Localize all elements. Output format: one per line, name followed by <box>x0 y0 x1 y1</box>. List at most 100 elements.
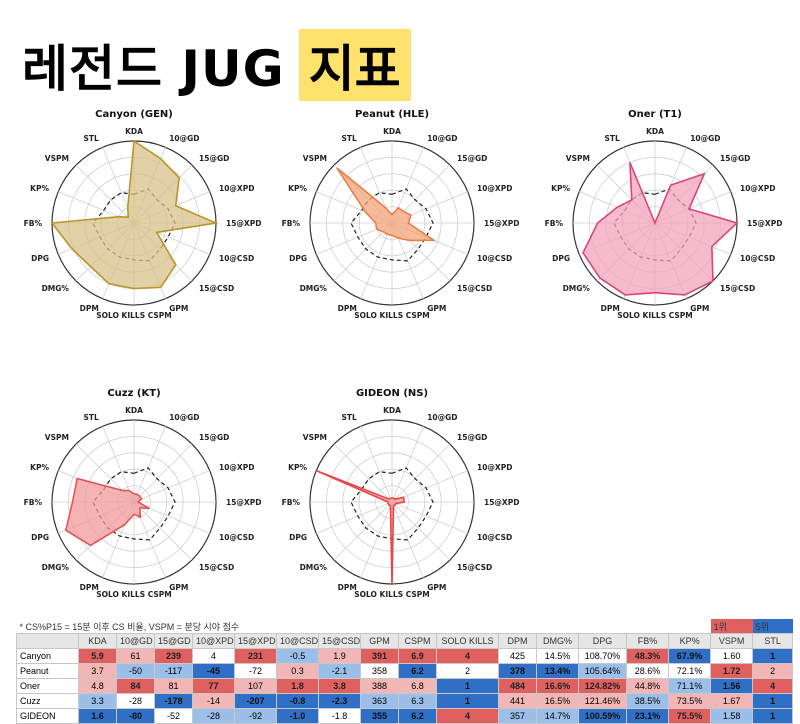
radar-chart-title: GIDEON (NS) <box>356 388 428 399</box>
stat-cell: 1 <box>752 693 794 709</box>
table-header-row: KDA 10@GD 15@GD 10@XPD 15@XPD 10@CSD 15@CSD GPM… <box>16 633 794 649</box>
radar-axis-label: 15@GD <box>720 154 750 163</box>
radar-spoke <box>75 164 135 224</box>
stat-cell: -178 <box>154 693 193 709</box>
radar-axis-label: VSPM <box>45 154 69 163</box>
radar-axis-label: KDA <box>125 406 143 415</box>
stat-cell: 5.9 <box>78 648 117 664</box>
radar-charts: KDA 10@GD 15@GD 10@XPD 15@XPD 10@CSD 15@CSD GPM… <box>24 109 783 599</box>
stat-cell: -72 <box>234 663 277 679</box>
table-column-header: 15@GD <box>154 633 193 649</box>
radar-axis-label: DPG <box>552 254 570 263</box>
stat-cell: -0.8 <box>276 693 319 709</box>
radar-axis-label: 10@GD <box>169 413 199 422</box>
radar-chart: KDA 10@GD 15@GD 10@XPD 15@XPD 10@CSD 15@CSD GPM… <box>24 109 262 320</box>
radar-chart-title: Canyon (GEN) <box>95 109 173 120</box>
radar-axis-label: KP% <box>30 463 49 472</box>
stat-cell: 72.1% <box>667 663 712 679</box>
stat-cell: 23.1% <box>626 708 669 724</box>
legend-rank-1: 1위 <box>710 619 753 634</box>
stat-cell: 484 <box>498 678 537 694</box>
table-column-header: 10@GD <box>116 633 155 649</box>
radar-axis-label: 10@CSD <box>219 533 254 542</box>
stat-cell: 3.7 <box>78 663 117 679</box>
page-title: 레전드 JUG 지표 <box>22 26 411 104</box>
stat-cell: 124.82% <box>578 678 627 694</box>
stat-cell: 108.70% <box>578 648 627 664</box>
radar-average-line <box>350 188 434 262</box>
radar-axis-label: DPG <box>289 254 307 263</box>
radar-axis-label: SOLO KILLS CSPM <box>354 590 429 599</box>
player-name-cell: Peanut <box>16 663 79 679</box>
radar-axis-label: KDA <box>383 406 401 415</box>
table-column-header: DPM <box>498 633 537 649</box>
stat-cell: 84 <box>116 678 155 694</box>
radar-axis-label: VSPM <box>303 154 327 163</box>
stat-cell: 67.9% <box>667 648 712 664</box>
radar-axis-label: 10@XPD <box>477 184 512 193</box>
stat-cell: -92 <box>234 708 277 724</box>
player-name-cell: Cuzz <box>16 693 79 709</box>
radar-axis-label: STL <box>83 413 99 422</box>
stat-cell: 239 <box>154 648 193 664</box>
radar-axis-label: DMG% <box>42 284 70 293</box>
stat-cell: 378 <box>498 663 537 679</box>
radar-axis-label: STL <box>604 134 620 143</box>
radar-axis-label: 15@GD <box>457 433 487 442</box>
stat-cell: 44.8% <box>626 678 669 694</box>
radar-spoke <box>333 501 393 561</box>
table-column-header: 15@XPD <box>234 633 277 649</box>
stat-cell: 391 <box>360 648 399 664</box>
radar-spoke <box>133 443 193 503</box>
stat-cell: 4 <box>436 708 499 724</box>
radar-spoke <box>360 501 393 578</box>
table-column-header: 10@XPD <box>192 633 235 649</box>
table-row: Cuzz 3.3 -28 -178 -14 -207 -0.8 -2.3 363 6.3 1 441 1… <box>16 693 794 709</box>
radar-axis-label: FB% <box>282 219 301 228</box>
radar-axis-label: VSPM <box>45 433 69 442</box>
player-name-cell: Oner <box>16 678 79 694</box>
stat-cell: 1.56 <box>710 678 754 694</box>
stat-cell: 1.9 <box>318 648 361 664</box>
page-title-main: 레전드 JUG <box>22 40 285 98</box>
table-row: Canyon 5.9 61 239 4 231 -0.5 1.9 391 6.9 4 425 14.5%… <box>16 648 794 664</box>
radar-axis-label: 15@XPD <box>484 219 519 228</box>
radar-axis-label: DPM <box>338 583 357 592</box>
table-column-header: VSPM <box>710 633 754 649</box>
table-column-header: STL <box>752 633 794 649</box>
stat-cell: 107 <box>234 678 277 694</box>
radar-axis-label: DMG% <box>300 284 328 293</box>
radar-spoke <box>133 426 166 503</box>
radar-axis-label: DMG% <box>563 284 591 293</box>
radar-axis-label: 15@XPD <box>226 498 261 507</box>
stat-cell: 75.5% <box>667 708 712 724</box>
stat-cell: 6.8 <box>398 678 437 694</box>
stat-cell: -117 <box>154 663 193 679</box>
stat-cell: 1 <box>752 708 794 724</box>
radar-axis-label: 15@GD <box>457 154 487 163</box>
radar-spoke <box>360 222 393 299</box>
table-column-header: SOLO KILLS <box>436 633 499 649</box>
table-row: GIDEON 1.6 -80 -52 -28 -92 -1.0 -1.8 355 6.2 4 357 1… <box>16 708 794 724</box>
stat-cell: -1.8 <box>318 708 361 724</box>
stat-cell: 1 <box>436 693 499 709</box>
stat-cell: 4.8 <box>78 678 117 694</box>
radar-axis-label: SOLO KILLS CSPM <box>96 590 171 599</box>
stat-cell: -14 <box>192 693 235 709</box>
player-name-cell: GIDEON <box>16 708 79 724</box>
radar-axis-label: 15@CSD <box>199 284 234 293</box>
stat-cell: 441 <box>498 693 537 709</box>
stat-cell: 16.5% <box>536 693 579 709</box>
table-column-header: 10@CSD <box>276 633 319 649</box>
stat-cell: -28 <box>192 708 235 724</box>
radar-spoke <box>391 501 468 534</box>
stat-cell: 61 <box>116 648 155 664</box>
radar-axis-label: GPM <box>169 304 188 313</box>
stat-cell: 0.3 <box>276 663 319 679</box>
radar-axis-label: DPG <box>31 254 49 263</box>
radar-axis-label: DPM <box>601 304 620 313</box>
stat-cell: 38.5% <box>626 693 669 709</box>
table-note: * CS%P15 = 15분 이후 CS 비율, VSPM = 분당 시야 점수 <box>19 621 240 632</box>
stats-table-container: * CS%P15 = 15분 이후 CS 비율, VSPM = 분당 시야 점수… <box>16 619 794 724</box>
radar-chart: KDA 10@GD 15@GD 10@XPD 15@XPD 10@CSD 15@CSD GPM… <box>282 388 520 599</box>
